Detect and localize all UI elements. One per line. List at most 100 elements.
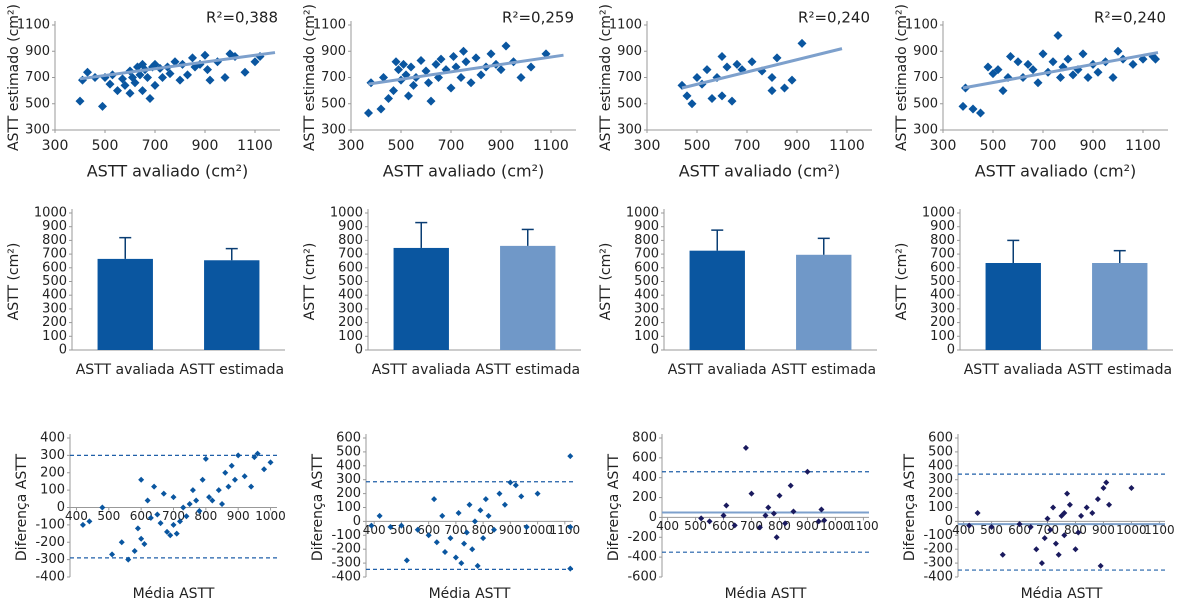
- x-tick-label: 1000: [1116, 523, 1147, 537]
- point: [251, 454, 258, 461]
- point: [776, 492, 783, 499]
- point: [456, 73, 466, 82]
- y-tick-label: -200: [35, 535, 65, 550]
- x-tick-label: ASTT estimada: [475, 362, 580, 378]
- y-tick-label: 400: [632, 470, 657, 485]
- point: [205, 75, 215, 85]
- y-tick-label: 800: [930, 233, 955, 248]
- point: [170, 521, 177, 528]
- point: [1056, 73, 1065, 82]
- y-tick-label: 500: [42, 274, 67, 289]
- point: [196, 507, 203, 514]
- y-tick-label: -100: [331, 528, 361, 543]
- point: [765, 504, 772, 511]
- point: [135, 70, 145, 80]
- point: [523, 523, 530, 530]
- point: [141, 540, 148, 547]
- y-axis-label: Diferença ASTT: [606, 453, 622, 561]
- point: [1055, 551, 1062, 558]
- point: [147, 514, 154, 521]
- point: [173, 530, 180, 537]
- point: [692, 73, 702, 82]
- point: [222, 469, 229, 476]
- y-tick-label: 800: [634, 233, 659, 248]
- point: [1050, 504, 1057, 511]
- y-axis-label: ASTT estimado (cm²): [598, 4, 614, 151]
- x-tick-label: 900: [192, 138, 219, 154]
- point: [379, 73, 388, 82]
- y-tick-label: 900: [617, 44, 642, 59]
- point: [1061, 510, 1068, 517]
- point: [86, 518, 93, 525]
- y-tick-label: 100: [338, 329, 363, 344]
- point: [394, 65, 403, 75]
- point: [818, 506, 825, 513]
- point: [406, 62, 416, 72]
- x-tick-label: 1000: [255, 509, 286, 523]
- point: [188, 53, 197, 63]
- x-tick-label: 300: [930, 138, 957, 154]
- x-tick-label: 1100: [1144, 523, 1175, 537]
- point: [451, 62, 461, 72]
- y-tick-label: 300: [634, 301, 659, 316]
- point: [1128, 485, 1135, 492]
- point: [988, 523, 995, 530]
- point: [144, 497, 151, 504]
- y-axis-label: ASTT (cm²): [894, 243, 910, 321]
- x-tick-label: 500: [684, 138, 711, 154]
- x-tick-label: 500: [97, 509, 120, 523]
- point: [1006, 52, 1015, 61]
- point: [782, 520, 789, 527]
- point: [477, 507, 484, 514]
- point: [134, 525, 141, 532]
- point: [474, 562, 481, 569]
- y-tick-label: 300: [913, 123, 938, 138]
- point: [1064, 490, 1071, 497]
- y-tick-label: 200: [42, 315, 67, 330]
- point: [398, 522, 405, 529]
- point: [687, 99, 697, 109]
- x-tick-label: 300: [634, 138, 661, 154]
- point: [368, 522, 375, 529]
- y-tick-label: 700: [321, 70, 346, 85]
- point: [767, 86, 777, 96]
- y-tick-label: 100: [40, 483, 65, 498]
- y-tick-label: 1000: [330, 206, 363, 221]
- point: [567, 453, 574, 460]
- y-tick-label: 400: [930, 288, 955, 303]
- x-tick-label: 700: [142, 138, 169, 154]
- point: [120, 80, 130, 90]
- point: [118, 74, 127, 84]
- bar: [204, 260, 260, 350]
- point: [202, 455, 209, 462]
- y-tick-label: 500: [928, 444, 953, 459]
- y-tick-label: -300: [35, 552, 65, 567]
- x-axis-label: ASTT avaliado (cm²): [975, 162, 1137, 181]
- annotation: R²=0,240: [798, 9, 870, 27]
- bar: [985, 263, 1041, 350]
- y-tick-label: 0: [649, 510, 657, 525]
- point: [183, 70, 192, 80]
- y-tick-label: 300: [336, 472, 361, 487]
- x-tick-label: 500: [388, 138, 415, 154]
- point: [404, 91, 413, 101]
- point: [138, 535, 145, 542]
- point: [804, 468, 811, 475]
- point: [1151, 54, 1160, 64]
- y-tick-label: 900: [338, 219, 363, 234]
- point: [717, 91, 727, 101]
- point: [767, 73, 777, 82]
- point: [447, 535, 454, 542]
- x-tick-label: 500: [684, 519, 707, 533]
- x-tick-label: 700: [734, 138, 761, 154]
- y-tick-label: 0: [651, 343, 659, 358]
- x-tick-label: 400: [65, 509, 88, 523]
- y-tick-label: 600: [634, 260, 659, 275]
- x-tick-label: 700: [444, 523, 467, 537]
- x-tick-label: 500: [92, 138, 119, 154]
- x-tick-label: 600: [712, 519, 735, 533]
- y-axis-label: ASTT estimado (cm²): [894, 4, 910, 151]
- y-tick-label: 700: [25, 70, 50, 85]
- x-axis-label: Média ASTT: [133, 586, 215, 602]
- x-axis-label: Média ASTT: [429, 586, 511, 602]
